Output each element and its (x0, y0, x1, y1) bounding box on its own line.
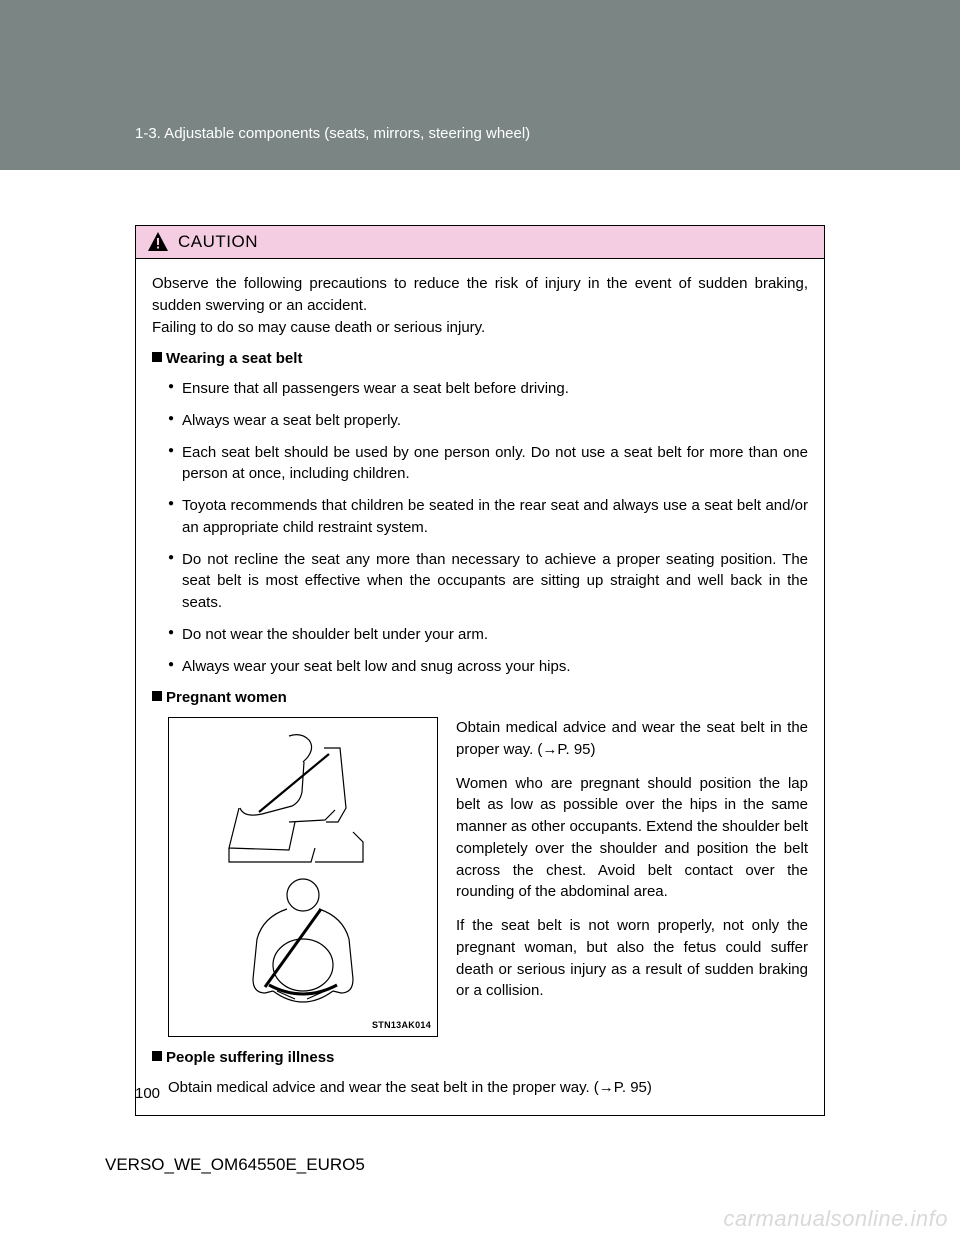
square-bullet-icon (152, 1051, 162, 1061)
watermark: carmanualsonline.info (723, 1206, 948, 1232)
subheading-pregnant: Pregnant women (152, 687, 808, 709)
illness-text: Obtain medical advice and wear the seat … (152, 1077, 808, 1099)
bullet-item: Each seat belt should be used by one per… (168, 442, 808, 486)
intro-line-1: Observe the following precautions to red… (152, 273, 808, 317)
subheading-wearing-text: Wearing a seat belt (166, 348, 302, 370)
footer-code: VERSO_WE_OM64550E_EURO5 (105, 1155, 365, 1175)
figure-box: STN13AK014 (168, 717, 438, 1037)
bullet-item: Always wear a seat belt properly. (168, 410, 808, 432)
figure-code: STN13AK014 (372, 1019, 431, 1032)
subheading-illness: People suffering illness (152, 1047, 808, 1069)
caution-intro: Observe the following precautions to red… (152, 273, 808, 338)
caution-body: Observe the following precautions to red… (136, 259, 824, 1115)
square-bullet-icon (152, 691, 162, 701)
section-title: 1-3. Adjustable components (seats, mirro… (135, 125, 530, 142)
bullet-item: Always wear your seat belt low and snug … (168, 656, 808, 678)
bullet-item: Toyota recommends that children be seate… (168, 495, 808, 539)
pregnant-section: STN13AK014 Obtain medical advice and wea… (168, 717, 808, 1037)
subheading-pregnant-text: Pregnant women (166, 687, 287, 709)
seatbelt-illustration (169, 718, 437, 1036)
bullet-list: Ensure that all passengers wear a seat b… (152, 378, 808, 677)
caution-box: CAUTION Observe the following precaution… (135, 225, 825, 1116)
intro-line-2: Failing to do so may cause death or seri… (152, 317, 808, 339)
pregnant-p1: Obtain medical advice and wear the seat … (456, 717, 808, 761)
pregnant-p2: Women who are pregnant should position t… (456, 773, 808, 904)
bullet-item: Ensure that all passengers wear a seat b… (168, 378, 808, 400)
caution-title: CAUTION (178, 232, 258, 252)
square-bullet-icon (152, 352, 162, 362)
pregnant-text: Obtain medical advice and wear the seat … (456, 717, 808, 1037)
caution-header: CAUTION (136, 226, 824, 259)
caution-icon (146, 230, 170, 254)
subheading-wearing: Wearing a seat belt (152, 348, 808, 370)
pregnant-p3: If the seat belt is not worn properly, n… (456, 915, 808, 1002)
subheading-illness-text: People suffering illness (166, 1047, 334, 1069)
section-header: 1-3. Adjustable components (seats, mirro… (0, 0, 960, 170)
page-number: 100 (135, 1085, 160, 1102)
bullet-item: Do not recline the seat any more than ne… (168, 549, 808, 614)
page-content: CAUTION Observe the following precaution… (0, 170, 960, 1116)
bullet-item: Do not wear the shoulder belt under your… (168, 624, 808, 646)
